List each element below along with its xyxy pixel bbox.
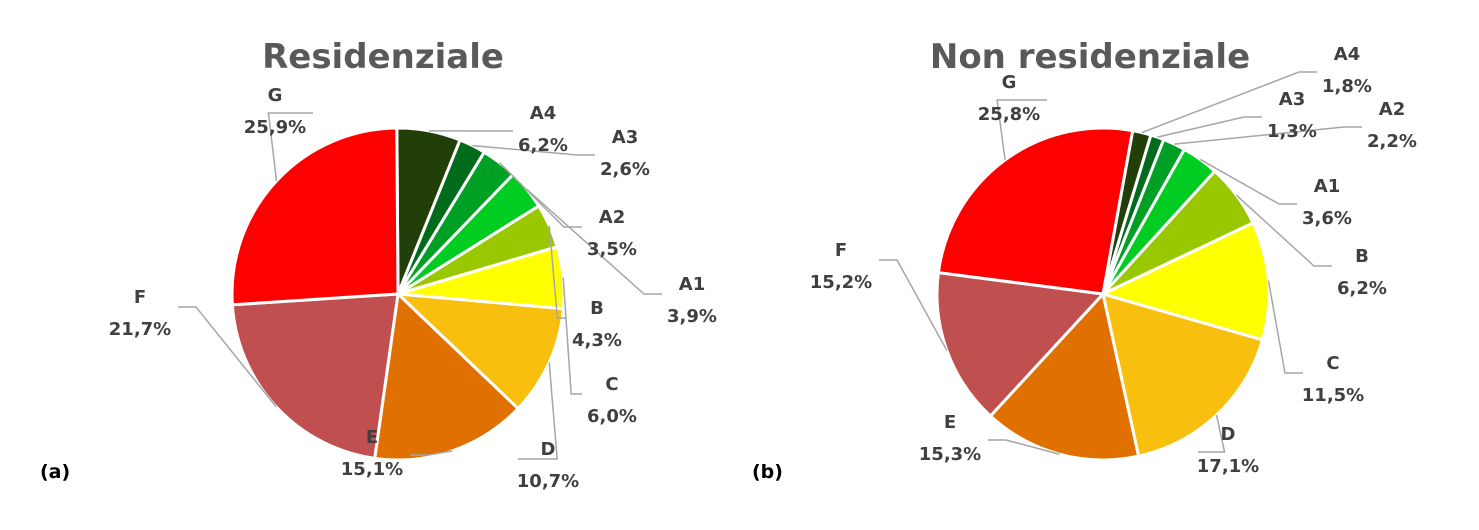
slice-labels: A4 1,8% A3 1,3% A2 2,2% A1 3,6%B 6,2% C 11,5% D 17,1… <box>810 44 1417 477</box>
slice-label-b: B <box>1355 246 1369 267</box>
slice-value-c: 6,0% <box>587 406 637 427</box>
slice-value-g: 25,8% <box>978 104 1040 125</box>
leader-line-c <box>562 277 582 395</box>
slice-label-e: E <box>944 412 956 433</box>
slice-label-f: F <box>134 287 146 308</box>
pie-slice-d <box>1100 291 1265 458</box>
slice-value-g: 25,9% <box>244 117 306 138</box>
slice-label-f: F <box>835 240 847 261</box>
slice-label-b: B <box>590 298 604 319</box>
leader-line-a2 <box>498 161 582 228</box>
slice-label-a2: A2 <box>599 207 625 228</box>
pie-slice-e <box>988 290 1141 462</box>
slice-label-c: C <box>1326 353 1339 374</box>
slice-label-d: D <box>1221 424 1236 445</box>
leader-line-e <box>410 450 453 456</box>
slice-value-a4: 1,8% <box>1322 76 1372 97</box>
slice-value-e: 15,1% <box>341 459 403 480</box>
slice-value-a2: 3,5% <box>587 239 637 260</box>
pie-chart-residenziale: A4 6,2% A3 2,6% A2 3,5% A1 3,9% B 4,3% C 6,0% D 10,7%… <box>109 85 717 492</box>
slice-labels: A4 6,2% A3 2,6% A2 3,5% A1 3,9% B 4,3% C 6,0% D 10,7%… <box>109 85 717 492</box>
slice-label-a1: A1 <box>1314 176 1340 197</box>
pie-chart-non-residenziale: A4 1,8% A3 1,3% A2 2,2% A1 3,6%B 6,2% C 11,5% D 17,1… <box>810 44 1417 477</box>
slice-value-a2: 2,2% <box>1367 131 1417 152</box>
slice-value-d: 10,7% <box>517 471 579 492</box>
slice-label-g: G <box>268 85 283 106</box>
leader-lines <box>178 112 662 460</box>
slice-value-b: 4,3% <box>572 330 622 351</box>
leader-line-f <box>178 306 277 408</box>
leader-line-c <box>1267 280 1303 374</box>
slice-value-c: 11,5% <box>1302 385 1364 406</box>
slice-label-g: G <box>1002 72 1017 93</box>
slice-label-a3: A3 <box>1279 89 1305 110</box>
leader-line-d <box>1198 414 1226 453</box>
slice-value-f: 15,2% <box>810 272 872 293</box>
slice-value-b: 6,2% <box>1337 278 1387 299</box>
chart-b-title: Non residenziale <box>930 37 1250 77</box>
slice-value-a3: 2,6% <box>600 159 650 180</box>
leader-line-e <box>988 439 1060 455</box>
slice-label-a4: A4 <box>530 103 556 124</box>
pie-slices <box>230 126 566 462</box>
chart-a-title: Residenziale <box>262 37 504 77</box>
leader-line-g <box>267 112 313 182</box>
pie-slices <box>935 126 1271 462</box>
slice-value-f: 21,7% <box>109 319 171 340</box>
slice-label-d: D <box>541 439 556 460</box>
pie-slice-f <box>230 292 400 461</box>
leader-line-a1 <box>1199 158 1297 205</box>
leader-line-a1 <box>526 188 662 295</box>
leader-line-g <box>996 99 1047 161</box>
leader-lines <box>879 71 1362 455</box>
leader-line-a3 <box>472 144 595 156</box>
slice-label-c: C <box>605 374 618 395</box>
leader-line-b <box>548 225 567 319</box>
chart-b-panel-label: (b) <box>752 461 783 483</box>
slice-label-a1: A1 <box>679 274 705 295</box>
slice-label-a2: A2 <box>1379 99 1405 120</box>
slice-value-e: 15,3% <box>919 444 981 465</box>
leader-line-d <box>518 362 559 460</box>
pie-slice-d <box>393 292 565 411</box>
leader-line-a3 <box>1157 116 1262 138</box>
chart-a-panel-label: (a) <box>40 461 70 483</box>
leader-line-a2 <box>1174 126 1362 145</box>
leader-line-b <box>1235 194 1332 267</box>
pie-slice-g <box>936 126 1135 296</box>
slice-label-a3: A3 <box>612 127 638 148</box>
slice-value-a1: 3,9% <box>667 306 717 327</box>
slice-value-a4: 6,2% <box>518 135 568 156</box>
slice-value-a3: 1,3% <box>1267 121 1317 142</box>
leader-line-f <box>879 259 948 351</box>
pie-slice-f <box>935 270 1107 419</box>
pie-slice-g <box>230 126 400 307</box>
slice-value-d: 17,1% <box>1197 456 1259 477</box>
slice-label-a4: A4 <box>1334 44 1360 65</box>
leader-line-a4 <box>1141 71 1317 134</box>
slice-label-e: E <box>366 427 378 448</box>
slice-value-a1: 3,6% <box>1302 208 1352 229</box>
